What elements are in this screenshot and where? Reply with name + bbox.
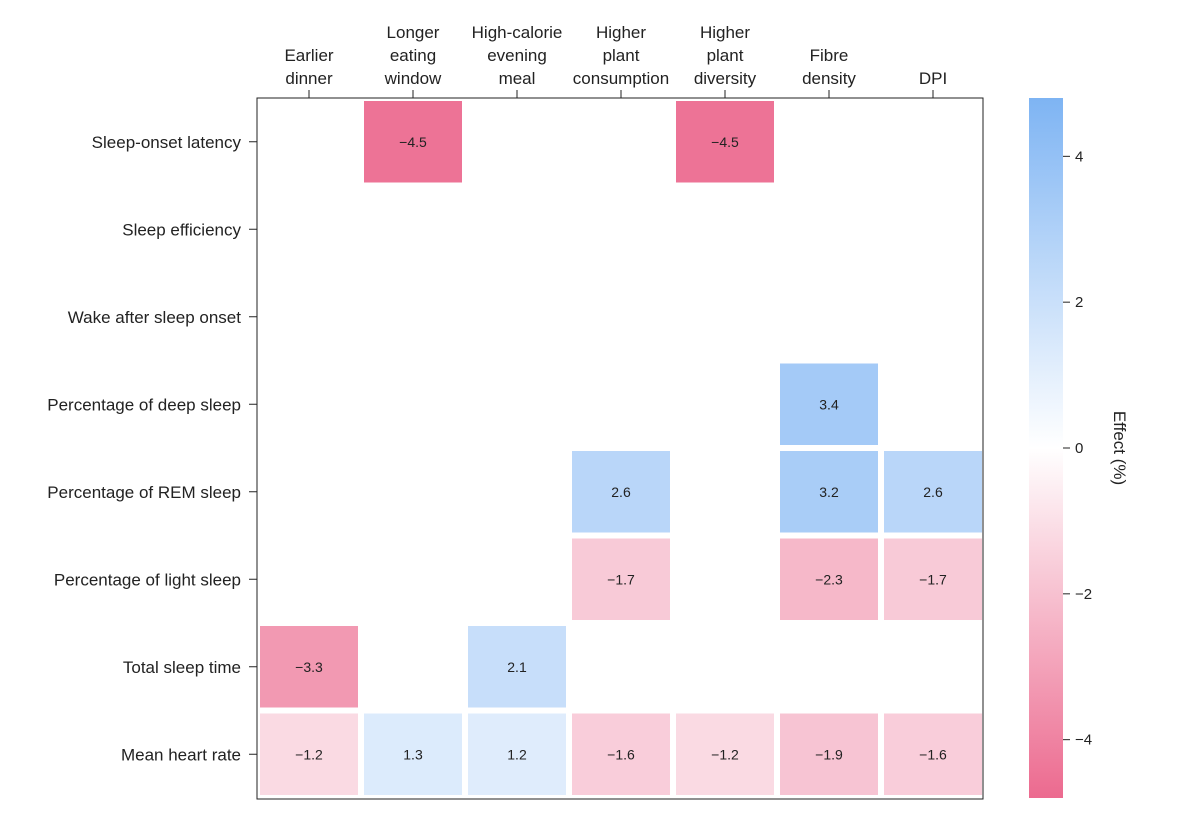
cell-value-label: −1.2 — [295, 746, 323, 762]
column-label-line: density — [802, 69, 856, 88]
colorbar-tick-label: 4 — [1075, 148, 1083, 165]
column-label: Earlier dinner — [284, 46, 333, 88]
row-label: Total sleep time — [123, 658, 241, 677]
cell-value-label: −4.5 — [399, 134, 427, 150]
row-label: Percentage of light sleep — [54, 570, 241, 589]
colorbar-tick-label: −4 — [1075, 732, 1092, 749]
column-label-line: plant — [707, 46, 744, 65]
heatmap-cell — [676, 101, 774, 183]
heatmap-cell — [780, 451, 878, 533]
heatmap-cell — [676, 713, 774, 795]
column-label-line: diversity — [694, 69, 757, 88]
cell-value-label: 2.6 — [923, 484, 943, 500]
cell-value-label: 1.3 — [403, 746, 423, 762]
cell-value-label: −3.3 — [295, 659, 323, 675]
cell-value-label: 3.2 — [819, 484, 839, 500]
column-label-line: Higher — [700, 23, 750, 42]
cell-value-label: 2.6 — [611, 484, 631, 500]
cell-value-label: −4.5 — [711, 134, 739, 150]
column-label-line: evening — [487, 46, 547, 65]
column-label: DPI — [919, 69, 947, 88]
heatmap-cell — [572, 713, 670, 795]
heatmap-cell — [364, 713, 462, 795]
colorbar-tick-label: 0 — [1075, 440, 1083, 457]
cell-value-label: 2.1 — [507, 659, 527, 675]
column-label-line: dinner — [285, 69, 333, 88]
row-label: Sleep efficiency — [122, 220, 241, 239]
cell-value-label: 3.4 — [819, 396, 839, 412]
cell-value-label: −1.7 — [607, 571, 635, 587]
column-label: Higher plant diversity — [694, 23, 757, 88]
colorbar: 4 2 0 −2 −4 Effect (%) — [1029, 98, 1129, 798]
cell-value-label: −1.6 — [607, 746, 635, 762]
heatmap-cell — [572, 451, 670, 533]
heatmap-cell — [572, 538, 670, 620]
row-label: Percentage of deep sleep — [47, 395, 241, 414]
heatmap-cell — [884, 713, 982, 795]
colorbar-tick-label: −2 — [1075, 586, 1092, 603]
column-label-line: DPI — [919, 69, 947, 88]
colorbar-gradient — [1029, 98, 1063, 798]
heatmap-cell — [780, 538, 878, 620]
heatmap-cell — [364, 101, 462, 183]
column-label: Higher plant consumption — [573, 23, 669, 88]
column-label: High-calorie evening meal — [472, 23, 563, 88]
cell-value-label: −1.7 — [919, 571, 947, 587]
column-label-line: consumption — [573, 69, 669, 88]
row-label: Wake after sleep onset — [68, 308, 242, 327]
colorbar-title: Effect (%) — [1110, 411, 1129, 485]
heatmap-cell — [884, 538, 982, 620]
heatmap-cell — [468, 713, 566, 795]
heatmap-cell — [260, 713, 358, 795]
heatmap-cell — [780, 713, 878, 795]
cell-value-label: 1.2 — [507, 746, 527, 762]
colorbar-tick-label: 2 — [1075, 294, 1083, 311]
heatmap-cell — [780, 363, 878, 445]
plot-frame — [256, 97, 984, 800]
column-label-line: Longer — [387, 23, 440, 42]
cell-value-label: −1.9 — [815, 746, 843, 762]
row-label: Sleep-onset latency — [92, 133, 242, 152]
column-label-line: Earlier — [284, 46, 333, 65]
row-label: Mean heart rate — [121, 745, 241, 764]
column-label-line: eating — [390, 46, 436, 65]
column-label-line: meal — [499, 69, 536, 88]
column-label-line: Fibre — [810, 46, 849, 65]
heatmap-cell — [260, 626, 358, 708]
row-label: Percentage of REM sleep — [47, 483, 241, 502]
heatmap-cell — [468, 626, 566, 708]
column-label-line: Higher — [596, 23, 646, 42]
cell-value-label: −1.6 — [919, 746, 947, 762]
heatmap-cells: −4.5 −4.5 3.4 2.6 3.2 2.6 −1.7 −2.3 −1.7 −3.3 2.1 −… — [260, 101, 982, 795]
axes: Earlier dinner Longer eating window High-calo… — [47, 23, 947, 764]
column-label: Longer eating window — [384, 23, 442, 88]
column-label-line: plant — [603, 46, 640, 65]
cell-value-label: −2.3 — [815, 571, 843, 587]
column-label-line: window — [384, 69, 442, 88]
cell-value-label: −1.2 — [711, 746, 739, 762]
heatmap-cell — [884, 451, 982, 533]
column-label-line: High-calorie — [472, 23, 563, 42]
column-label: Fibre density — [802, 46, 856, 88]
